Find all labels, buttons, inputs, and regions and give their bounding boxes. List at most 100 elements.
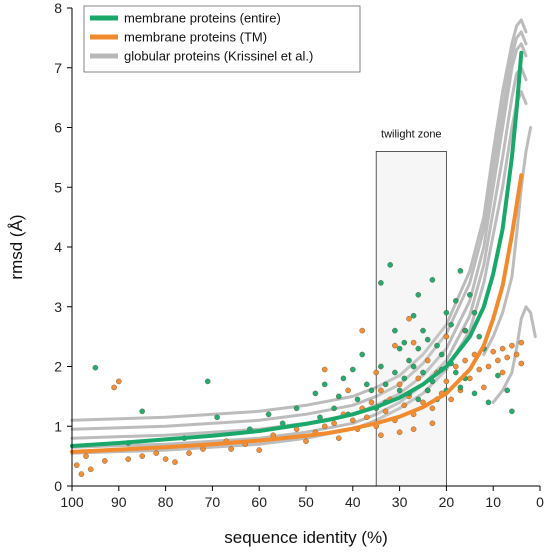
point-entire-3 — [204, 378, 211, 385]
point-tm-80 — [406, 315, 412, 322]
point-entire-26 — [462, 327, 468, 334]
point-tm-77 — [345, 387, 351, 394]
x-tick-label-80: 80 — [158, 494, 174, 510]
globular-contour-line-6 — [482, 126, 533, 356]
point-tm-39 — [443, 378, 450, 385]
fit-line-tm — [70, 173, 524, 454]
point-entire-57 — [396, 387, 403, 394]
point-tm-56 — [518, 339, 525, 346]
globular-contour-line-7 — [491, 305, 537, 404]
point-entire-15 — [410, 312, 417, 319]
point-tm-79 — [499, 369, 506, 376]
y-tick-label-6: 6 — [54, 120, 62, 136]
fit-lines-layer — [70, 50, 524, 454]
point-tm-23 — [368, 399, 375, 406]
point-entire-18 — [424, 336, 431, 343]
point-tm-68 — [336, 435, 342, 441]
point-entire-8 — [359, 351, 365, 358]
point-entire-10 — [387, 262, 393, 268]
y-tick-label-2: 2 — [54, 359, 62, 375]
point-entire-45 — [340, 375, 347, 382]
legend-label-3: globular proteins (Krissinel et al.) — [124, 49, 313, 64]
point-tm-78 — [481, 384, 487, 391]
y-tick-label-5: 5 — [54, 179, 62, 195]
point-tm-57 — [359, 327, 365, 334]
point-entire-29 — [476, 333, 482, 340]
point-entire-11 — [392, 327, 398, 334]
point-tm-30 — [401, 402, 408, 409]
point-entire-16 — [415, 292, 422, 298]
point-entire-31 — [368, 387, 375, 394]
point-tm-55 — [518, 360, 525, 367]
point-tm-8 — [153, 450, 159, 456]
point-entire-23 — [448, 321, 454, 328]
point-tm-50 — [495, 357, 501, 364]
x-tick-label-50: 50 — [298, 494, 314, 510]
x-tick-label-10: 10 — [485, 494, 501, 510]
point-tm-52 — [504, 354, 510, 361]
legend-label-2: membrane proteins (TM) — [124, 30, 267, 45]
point-tm-67 — [429, 420, 436, 427]
point-tm-6 — [116, 378, 122, 385]
point-entire-53 — [509, 408, 515, 415]
point-entire-34 — [392, 369, 398, 376]
x-tick-label-30: 30 — [392, 494, 408, 510]
point-tm-59 — [392, 342, 398, 349]
point-entire-5 — [321, 381, 328, 388]
point-entire-70 — [457, 384, 464, 391]
x-tick-label-100: 100 — [60, 494, 84, 510]
point-tm-64 — [378, 432, 384, 438]
point-tm-62 — [443, 333, 450, 340]
point-tm-9 — [172, 459, 178, 465]
point-tm-61 — [424, 357, 431, 364]
point-tm-4 — [87, 466, 94, 473]
point-tm-16 — [321, 423, 328, 430]
x-tick-label-90: 90 — [111, 494, 127, 510]
point-entire-44 — [331, 405, 337, 412]
point-tm-54 — [513, 351, 520, 358]
point-tm-53 — [509, 342, 515, 349]
point-entire-36 — [410, 363, 417, 370]
point-tm-51 — [499, 345, 506, 352]
point-entire-19 — [429, 277, 436, 283]
x-tick-label-40: 40 — [345, 494, 361, 510]
point-tm-46 — [476, 366, 482, 373]
point-entire-49 — [424, 387, 431, 394]
point-tm-25 — [378, 387, 384, 394]
point-tm-73 — [102, 458, 108, 464]
point-tm-5 — [111, 384, 117, 391]
point-entire-41 — [265, 411, 272, 418]
point-tm-22 — [364, 414, 370, 421]
point-entire-2 — [139, 408, 145, 415]
point-tm-7 — [125, 456, 131, 462]
point-tm-44 — [467, 375, 473, 382]
y-tick-label-8: 8 — [54, 0, 62, 16]
point-tm-70 — [256, 447, 262, 453]
point-tm-49 — [490, 348, 496, 355]
point-tm-60 — [410, 339, 417, 346]
point-entire-43 — [312, 390, 319, 397]
twilight-zone-label: twilight zone — [381, 128, 442, 140]
point-tm-29 — [396, 381, 403, 388]
point-entire-27 — [467, 292, 473, 298]
point-entire-24 — [453, 298, 459, 304]
point-tm-41 — [453, 363, 459, 370]
point-tm-71 — [139, 453, 145, 459]
point-tm-10 — [200, 446, 206, 452]
point-entire-35 — [401, 375, 408, 382]
point-entire-28 — [471, 309, 478, 316]
point-tm-72 — [162, 456, 169, 462]
point-tm-69 — [303, 438, 309, 444]
point-tm-66 — [410, 426, 417, 432]
point-entire-32 — [378, 363, 384, 370]
x-tick-label-0: 0 — [536, 494, 544, 510]
point-tm-19 — [350, 417, 356, 424]
point-entire-1 — [92, 364, 99, 371]
point-tm-74 — [186, 450, 192, 456]
x-tick-label-70: 70 — [205, 494, 221, 510]
axes-layer: 100 90 80 70 60 50 40 30 20 10 0012345678sequence … — [7, 0, 544, 547]
point-entire-55 — [471, 390, 478, 397]
point-entire-54 — [485, 399, 492, 406]
point-tm-40 — [448, 396, 454, 403]
